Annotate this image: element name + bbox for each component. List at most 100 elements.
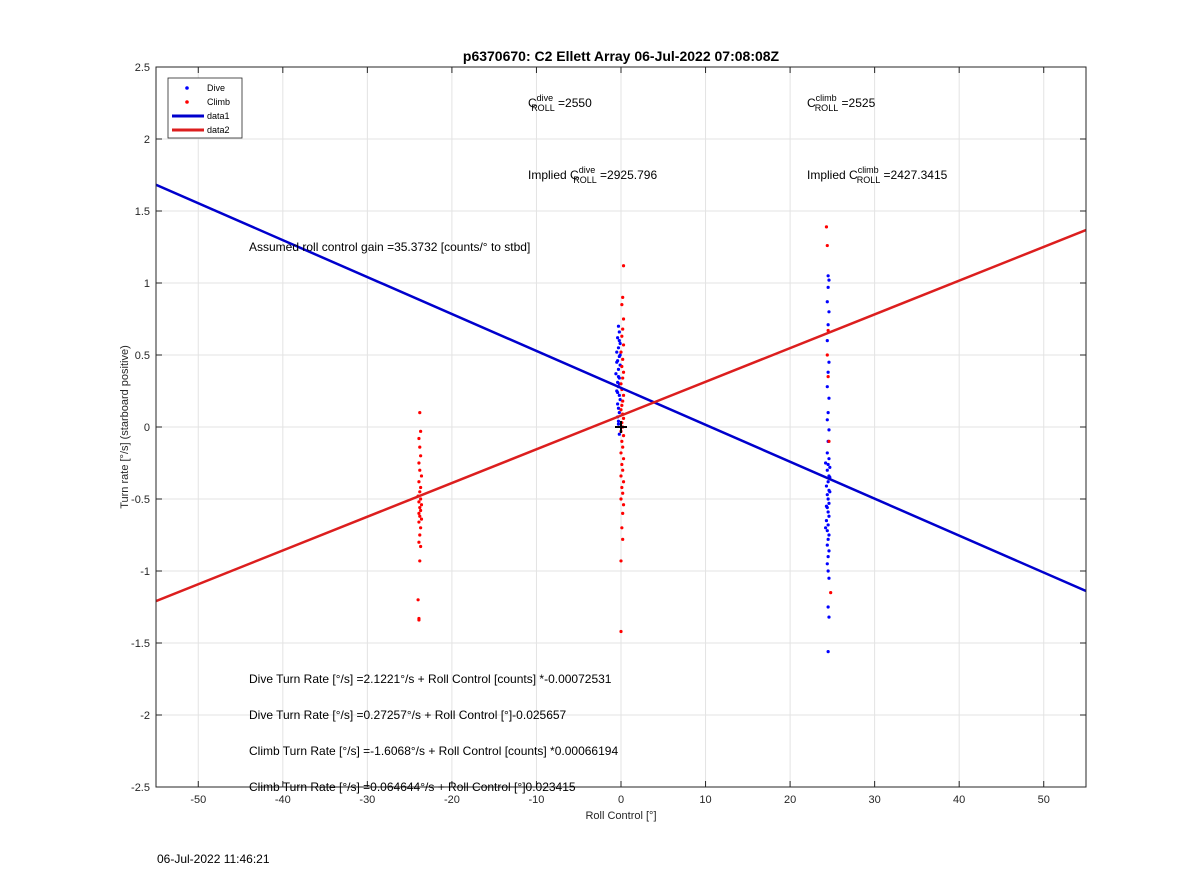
climb-point (621, 393, 626, 397)
annotation-part: =2427.3415 (880, 168, 947, 182)
climb-point (621, 370, 626, 374)
y-axis-label: Turn rate [°/s] (starboard positive) (119, 345, 131, 509)
climb-point (621, 537, 625, 541)
x-axis-label: Roll Control [°] (585, 810, 656, 822)
legend-box (167, 77, 243, 139)
annotation-part: C (528, 96, 537, 110)
tick-marks: -50 -40 -30 -20 -10 0 10 20 30 40 50-2.5-2-1.5-1-0… (131, 62, 1086, 806)
y-tick-label: 2 (144, 134, 150, 146)
climb-point (417, 618, 421, 622)
y-tick-label: -2 (140, 710, 150, 722)
dive-point (616, 375, 621, 379)
annotation-implied-climb: Implied Cclimb ROLL =2427.3415 (807, 165, 948, 185)
annotation-part: ROLL (857, 175, 881, 185)
dive-point (826, 462, 830, 467)
x-tick-label: 30 (869, 794, 881, 806)
dive-point (827, 576, 831, 580)
climb-point (621, 445, 625, 449)
climb-point (419, 474, 424, 478)
x-tick-label: -40 (275, 794, 291, 806)
dive-point (827, 615, 831, 619)
y-tick-label: 1 (144, 278, 150, 290)
annotation-part: =2525 (838, 96, 875, 110)
climb-point (418, 445, 422, 449)
dive-point (825, 418, 829, 422)
climb-point (621, 416, 626, 420)
print-timestamp: 06-Jul-2022 11:46:21 (157, 852, 270, 866)
dive-point (827, 310, 831, 314)
climb-point (419, 485, 423, 490)
x-tick-label: 20 (784, 794, 796, 806)
annotation-part: Assumed roll control gain =35.3732 [coun… (249, 240, 530, 254)
climb-point (620, 403, 624, 407)
dive-point (827, 278, 831, 282)
dive-point (618, 341, 622, 346)
dive-point (827, 514, 831, 518)
climb-point (418, 506, 422, 510)
climb-point (417, 520, 421, 524)
climb-point (417, 500, 421, 504)
annotation-climb-deg: Climb Turn Rate [°/s] =0.064644°/s + Rol… (249, 780, 576, 794)
climb-point (824, 225, 829, 229)
annotation-part: Implied C (807, 168, 858, 182)
dive-point (617, 432, 621, 436)
dive-point (616, 336, 620, 340)
climb-point (621, 327, 625, 331)
dive-point (825, 529, 829, 533)
annotation-part: Climb Turn Rate [°/s] =-1.6068°/s + Roll… (249, 744, 618, 758)
y-tick-label: 2.5 (135, 62, 150, 74)
climb-point (826, 375, 830, 379)
climb-point (621, 457, 626, 461)
climb-point (621, 264, 626, 268)
dive-point (827, 549, 831, 553)
dive-point (825, 339, 829, 343)
fit-line-data2 (156, 228, 1086, 603)
climb-point (419, 544, 423, 549)
legend-label-data1: data1 (207, 111, 230, 121)
dive-point (614, 372, 618, 376)
climb-point (827, 439, 831, 443)
x-tick-label: 10 (699, 794, 711, 806)
legend-label-climb: Climb (207, 97, 230, 107)
series-climb (416, 225, 833, 634)
dive-point (615, 360, 619, 364)
dive-point (616, 402, 620, 406)
climb-point (619, 629, 623, 634)
climb-point (620, 439, 624, 443)
annotation-c-dive: Cdive ROLL =2550 (528, 93, 592, 113)
annotation-part: =2550 (555, 96, 592, 110)
annotation-part: ROLL (573, 175, 597, 185)
dive-point (824, 526, 828, 530)
y-tick-label: -1.5 (131, 638, 150, 650)
dive-point (826, 537, 830, 541)
climb-point (825, 353, 829, 357)
dive-point (827, 533, 831, 537)
climb-point (419, 454, 423, 458)
dive-point (616, 406, 621, 410)
dive-point (618, 398, 622, 402)
climb-point (621, 317, 626, 321)
dive-point (615, 350, 619, 354)
dive-point (616, 390, 620, 395)
annotation-part: Implied C (528, 168, 579, 182)
dive-point (826, 555, 830, 559)
climb-point (419, 517, 424, 521)
dive-point (617, 393, 621, 397)
climb-point (621, 503, 626, 507)
climb-point (621, 376, 625, 380)
annotation-gain: Assumed roll control gain =35.3732 [coun… (249, 240, 530, 254)
dive-point (824, 519, 829, 523)
x-tick-label: 50 (1038, 794, 1050, 806)
climb-point (620, 485, 624, 490)
annotation-climb-counts: Climb Turn Rate [°/s] =-1.6068°/s + Roll… (249, 744, 618, 758)
x-tick-label: -20 (444, 794, 460, 806)
x-tick-label: -10 (529, 794, 545, 806)
climb-point (621, 295, 625, 299)
chart-title: p6370670: C2 Ellett Array 06-Jul-2022 07… (463, 48, 780, 64)
dive-point (825, 468, 829, 472)
climb-point (419, 503, 424, 507)
dive-point (617, 411, 621, 415)
y-tick-label: -0.5 (131, 494, 150, 506)
climb-point (417, 511, 421, 515)
